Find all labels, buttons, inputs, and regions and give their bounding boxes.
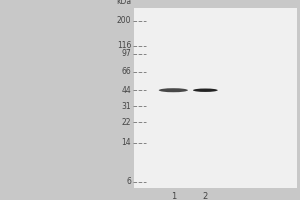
Text: 116: 116	[117, 41, 131, 50]
Text: 97: 97	[122, 49, 131, 58]
Text: 1: 1	[171, 192, 176, 200]
Text: 66: 66	[122, 67, 131, 76]
Text: 2: 2	[203, 192, 208, 200]
Text: 22: 22	[122, 118, 131, 127]
Text: kDa: kDa	[116, 0, 131, 6]
Ellipse shape	[159, 88, 188, 92]
Ellipse shape	[193, 89, 218, 92]
Text: 14: 14	[122, 138, 131, 147]
Text: 6: 6	[126, 177, 131, 186]
Text: 31: 31	[122, 102, 131, 111]
Text: 44: 44	[122, 86, 131, 95]
Text: 200: 200	[117, 16, 131, 25]
Bar	[134, 8, 297, 188]
